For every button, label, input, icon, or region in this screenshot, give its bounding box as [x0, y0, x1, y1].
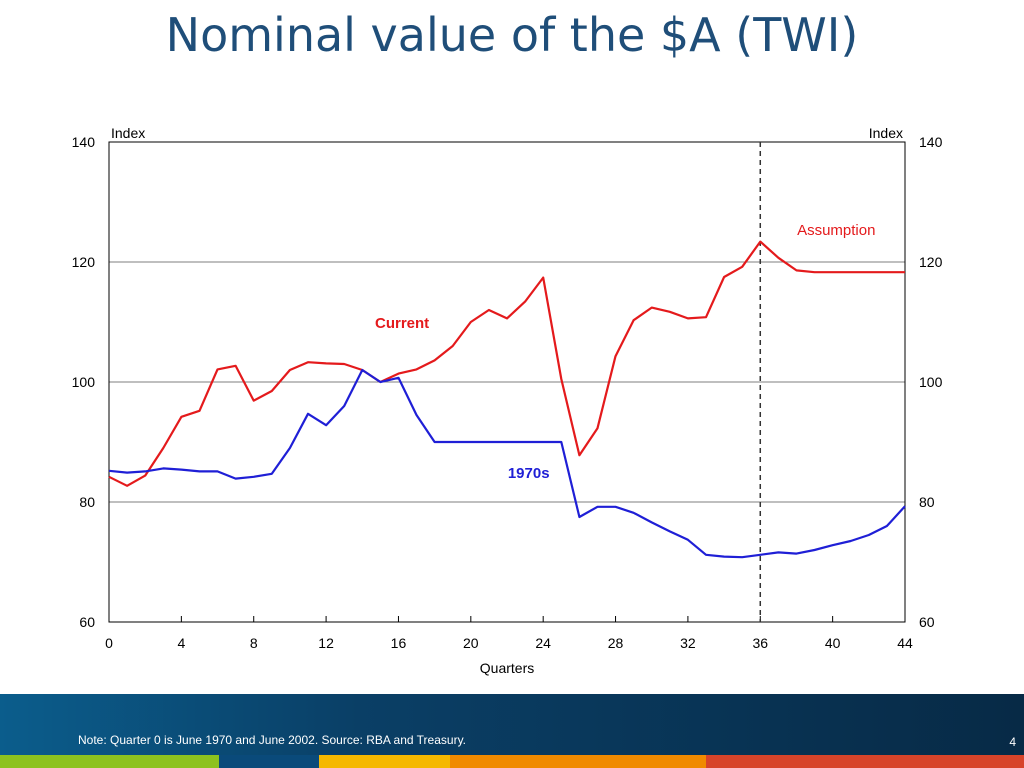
x-tick-label: 8: [250, 635, 258, 651]
annotation-assumption: Assumption: [797, 222, 875, 239]
x-tick-label: 12: [318, 635, 334, 651]
annotation-1970s: 1970s: [508, 465, 550, 482]
series-line-current: [108, 240, 905, 487]
x-tick-label: 20: [463, 635, 479, 651]
slide-title: Nominal value of the $A (TWI): [165, 8, 859, 62]
line-chart: 60 60 80 80 100 100 120 120 140 140 0 4 8 12 16 20 24 28 3…: [72, 125, 943, 676]
y-tick-label-right: 100: [919, 374, 943, 390]
y-tick-label-left: 140: [72, 134, 96, 150]
x-tick-label: 24: [535, 635, 551, 651]
y-tick-label-left: 80: [79, 494, 95, 510]
footer-stripe: [450, 755, 706, 768]
plot-frame: [108, 141, 906, 623]
footer-stripe: [706, 755, 1024, 768]
y-axis-label-right: Index: [869, 125, 903, 141]
series-line-series-1970s: [108, 368, 906, 559]
y-tick-label-left: 100: [72, 374, 96, 390]
page-number: 4: [1009, 735, 1016, 749]
y-tick-label-right: 140: [919, 134, 943, 150]
y-tick-label-right: 120: [919, 254, 943, 270]
x-tick-label: 44: [897, 635, 913, 651]
y-axis-label-left: Index: [111, 125, 145, 141]
x-tick-label: 28: [608, 635, 624, 651]
x-tick-label: 16: [391, 635, 407, 651]
x-tick-label: 32: [680, 635, 696, 651]
footer-bar: Note: Quarter 0 is June 1970 and June 20…: [0, 694, 1024, 755]
x-tick-label: 4: [177, 635, 185, 651]
footer-stripe: [219, 755, 319, 768]
footer-note: Note: Quarter 0 is June 1970 and June 20…: [78, 733, 467, 747]
x-tick-label: 0: [105, 635, 113, 651]
x-tick-label: 40: [825, 635, 841, 651]
x-tick-label: 36: [752, 635, 768, 651]
x-axis-label: Quarters: [480, 660, 534, 676]
y-tick-label-right: 80: [919, 494, 935, 510]
y-tick-label-right: 60: [919, 614, 935, 630]
footer-stripe: [0, 755, 219, 768]
y-tick-label-left: 120: [72, 254, 96, 270]
y-tick-label-left: 60: [79, 614, 95, 630]
annotation-current: Current: [375, 315, 429, 332]
footer-stripe: [319, 755, 450, 768]
